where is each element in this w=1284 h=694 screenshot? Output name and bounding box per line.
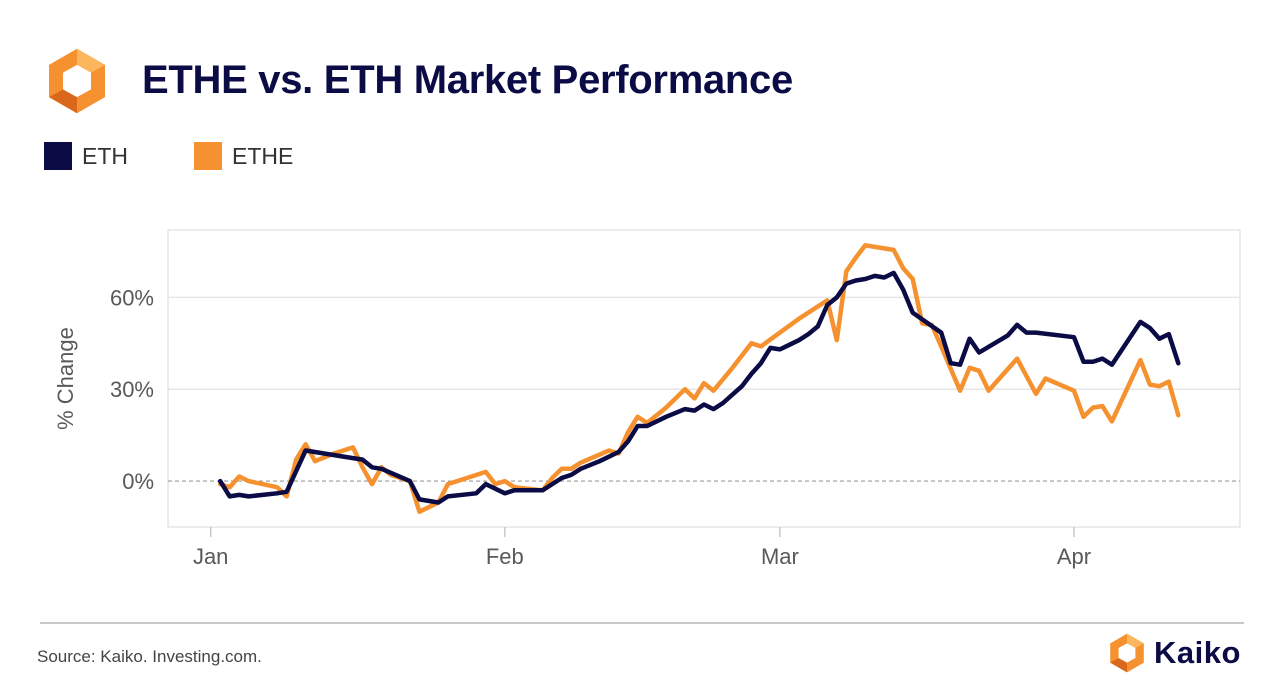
series-line-ethe bbox=[217, 243, 1181, 514]
kaiko-brand-logo-icon bbox=[1110, 633, 1144, 673]
legend-item-eth: ETH bbox=[44, 142, 128, 170]
footer-divider bbox=[40, 622, 1244, 624]
legend-swatch-eth bbox=[44, 142, 72, 170]
legend-item-ethe: ETHE bbox=[194, 142, 293, 170]
y-tick-label: 60% bbox=[110, 285, 154, 310]
x-tick-label: Apr bbox=[1057, 544, 1091, 569]
y-tick-label: 30% bbox=[110, 377, 154, 402]
legend-label-ethe: ETHE bbox=[232, 142, 294, 169]
brand-name: Kaiko bbox=[1154, 635, 1241, 670]
x-tick-label: Jan bbox=[193, 544, 228, 569]
legend-swatch-ethe bbox=[194, 142, 222, 170]
page-title: ETHE vs. ETH Market Performance bbox=[142, 58, 793, 102]
y-axis-label: % Change bbox=[53, 327, 78, 430]
chart-legend: ETH ETHE bbox=[44, 142, 359, 170]
x-tick-label: Feb bbox=[486, 544, 524, 569]
source-note: Source: Kaiko. Investing.com. bbox=[37, 647, 262, 666]
legend-label-eth: ETH bbox=[82, 142, 128, 169]
plot-frame bbox=[167, 229, 1241, 528]
kaiko-logo-icon bbox=[49, 48, 105, 114]
y-tick-label: 0% bbox=[122, 469, 154, 494]
brand-mark: Kaiko bbox=[1106, 632, 1241, 674]
x-tick-label: Mar bbox=[761, 544, 799, 569]
series-line-eth bbox=[217, 270, 1181, 505]
